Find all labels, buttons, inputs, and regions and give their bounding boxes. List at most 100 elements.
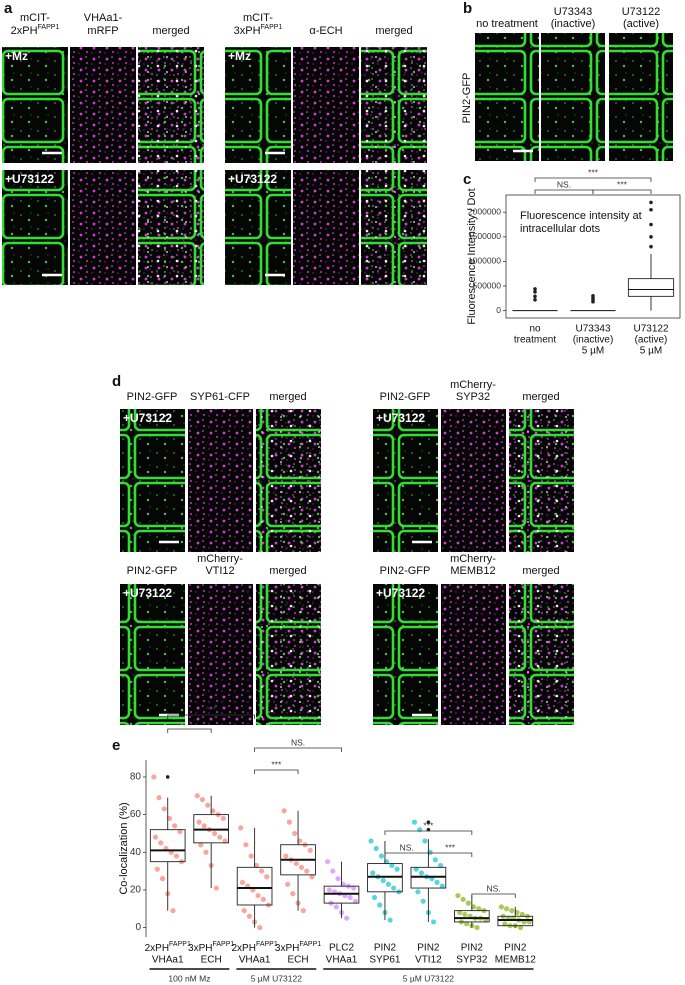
x-tick-label: PIN2: [461, 943, 484, 954]
data-point: [158, 840, 164, 846]
x-tick-label: U73122: [633, 324, 668, 335]
y-tick-label: 20: [130, 885, 142, 896]
x-tick-label-sup: FAPP1: [299, 941, 321, 948]
data-point: [241, 908, 247, 914]
data-point: [439, 883, 445, 889]
significance-bracket: [384, 852, 429, 857]
x-tick-label: VHAa1: [326, 955, 358, 966]
x-tick-label: ECH: [201, 955, 222, 966]
column-header: merged: [269, 565, 306, 577]
data-point: [255, 892, 261, 899]
column-header: mCIT-: [243, 12, 273, 24]
outlier: [649, 200, 653, 205]
significance-label: ***: [588, 167, 599, 177]
data-point: [413, 866, 419, 872]
colocalized-signal: [509, 409, 574, 552]
column-header: merged: [269, 391, 306, 403]
x-tick-label: treatment: [514, 335, 556, 346]
x-tick-label-sup: FAPP1: [212, 941, 234, 948]
data-point: [422, 838, 428, 844]
data-point: [307, 847, 313, 853]
data-point: [474, 924, 480, 931]
cell-walls: [373, 409, 438, 552]
colocalized-signal: [509, 584, 574, 725]
magenta-signal: [441, 409, 506, 552]
data-point: [283, 853, 289, 859]
data-point: [152, 834, 159, 840]
x-tick-label: VHAa1: [239, 955, 271, 966]
data-point: [502, 921, 508, 927]
data-point: [352, 898, 359, 904]
column-header: mCherry-: [450, 379, 496, 391]
significance-label: NS.: [291, 737, 305, 747]
data-point: [347, 894, 353, 901]
data-point: [198, 842, 204, 848]
data-point: [335, 876, 341, 882]
data-point: [420, 898, 426, 904]
significance-label: NS.: [400, 842, 414, 852]
cell-walls: [609, 33, 673, 161]
panel-label: d: [112, 373, 121, 390]
column-header: merged: [522, 565, 559, 577]
data-point: [222, 838, 228, 844]
treatment-label: +U73122: [376, 411, 425, 425]
data-point: [239, 879, 246, 885]
column-header: 2xPHFAPP1: [11, 24, 60, 37]
data-point: [285, 881, 291, 887]
y-tick-label: 2000000: [468, 206, 501, 216]
outlier: [533, 290, 537, 294]
column-header: α-ECH: [309, 25, 342, 37]
y-tick-label: 1500000: [468, 231, 501, 241]
colocalized-signal: [138, 47, 204, 163]
colocalized-signal: [361, 170, 427, 285]
column-header: mRFP: [87, 25, 118, 37]
column-header: (active): [623, 18, 659, 30]
colocalized-signal: [256, 584, 321, 725]
plot-frame: [505, 194, 681, 319]
panel-label: a: [4, 0, 13, 17]
magenta-signal: [441, 584, 506, 725]
data-point: [368, 838, 374, 844]
treatment-label: +U73122: [5, 172, 54, 186]
data-point: [389, 862, 395, 869]
treatment-label: +U73122: [123, 411, 172, 425]
data-point: [300, 908, 306, 914]
data-point: [258, 868, 265, 874]
x-tick-label: ECH: [287, 955, 308, 966]
x-tick-label-sup: FAPP1: [256, 941, 278, 948]
data-point: [517, 924, 524, 931]
data-point: [333, 904, 339, 910]
y-axis-title: Co-localization (%): [118, 802, 130, 894]
column-header: SYP61-CFP: [190, 391, 250, 403]
significance-bracket: [471, 893, 516, 898]
data-point: [509, 908, 515, 914]
magenta-signal: [188, 584, 253, 725]
magenta-signal: [293, 47, 359, 163]
cell-walls: [225, 47, 291, 163]
column-header: mCherry-: [450, 553, 496, 565]
column-header: mCIT-: [20, 12, 50, 24]
x-tick-label: SYP61: [369, 955, 401, 966]
column-header: PIN2-GFP: [127, 391, 178, 403]
data-point: [432, 857, 438, 863]
colocalized-signal: [138, 170, 204, 285]
significance-label: NS.: [486, 883, 500, 893]
data-point: [378, 853, 385, 859]
data-point: [246, 913, 252, 919]
significance-label: ***: [617, 179, 628, 189]
significance-label: ***: [445, 842, 456, 852]
magenta-signal: [70, 170, 136, 285]
column-header: PIN2-GFP: [380, 391, 431, 403]
significance-bracket: [384, 830, 473, 835]
x-tick-label-main: 2xPH: [231, 943, 255, 954]
column-header: U73122: [622, 6, 661, 18]
group-label: 100 nM Mz: [168, 973, 210, 983]
data-point: [156, 795, 162, 801]
data-point: [462, 911, 468, 918]
x-tick-label: 5 µM: [582, 346, 604, 357]
data-point: [293, 860, 299, 867]
data-point: [281, 808, 287, 814]
data-point: [199, 796, 206, 803]
data-point: [248, 853, 254, 859]
